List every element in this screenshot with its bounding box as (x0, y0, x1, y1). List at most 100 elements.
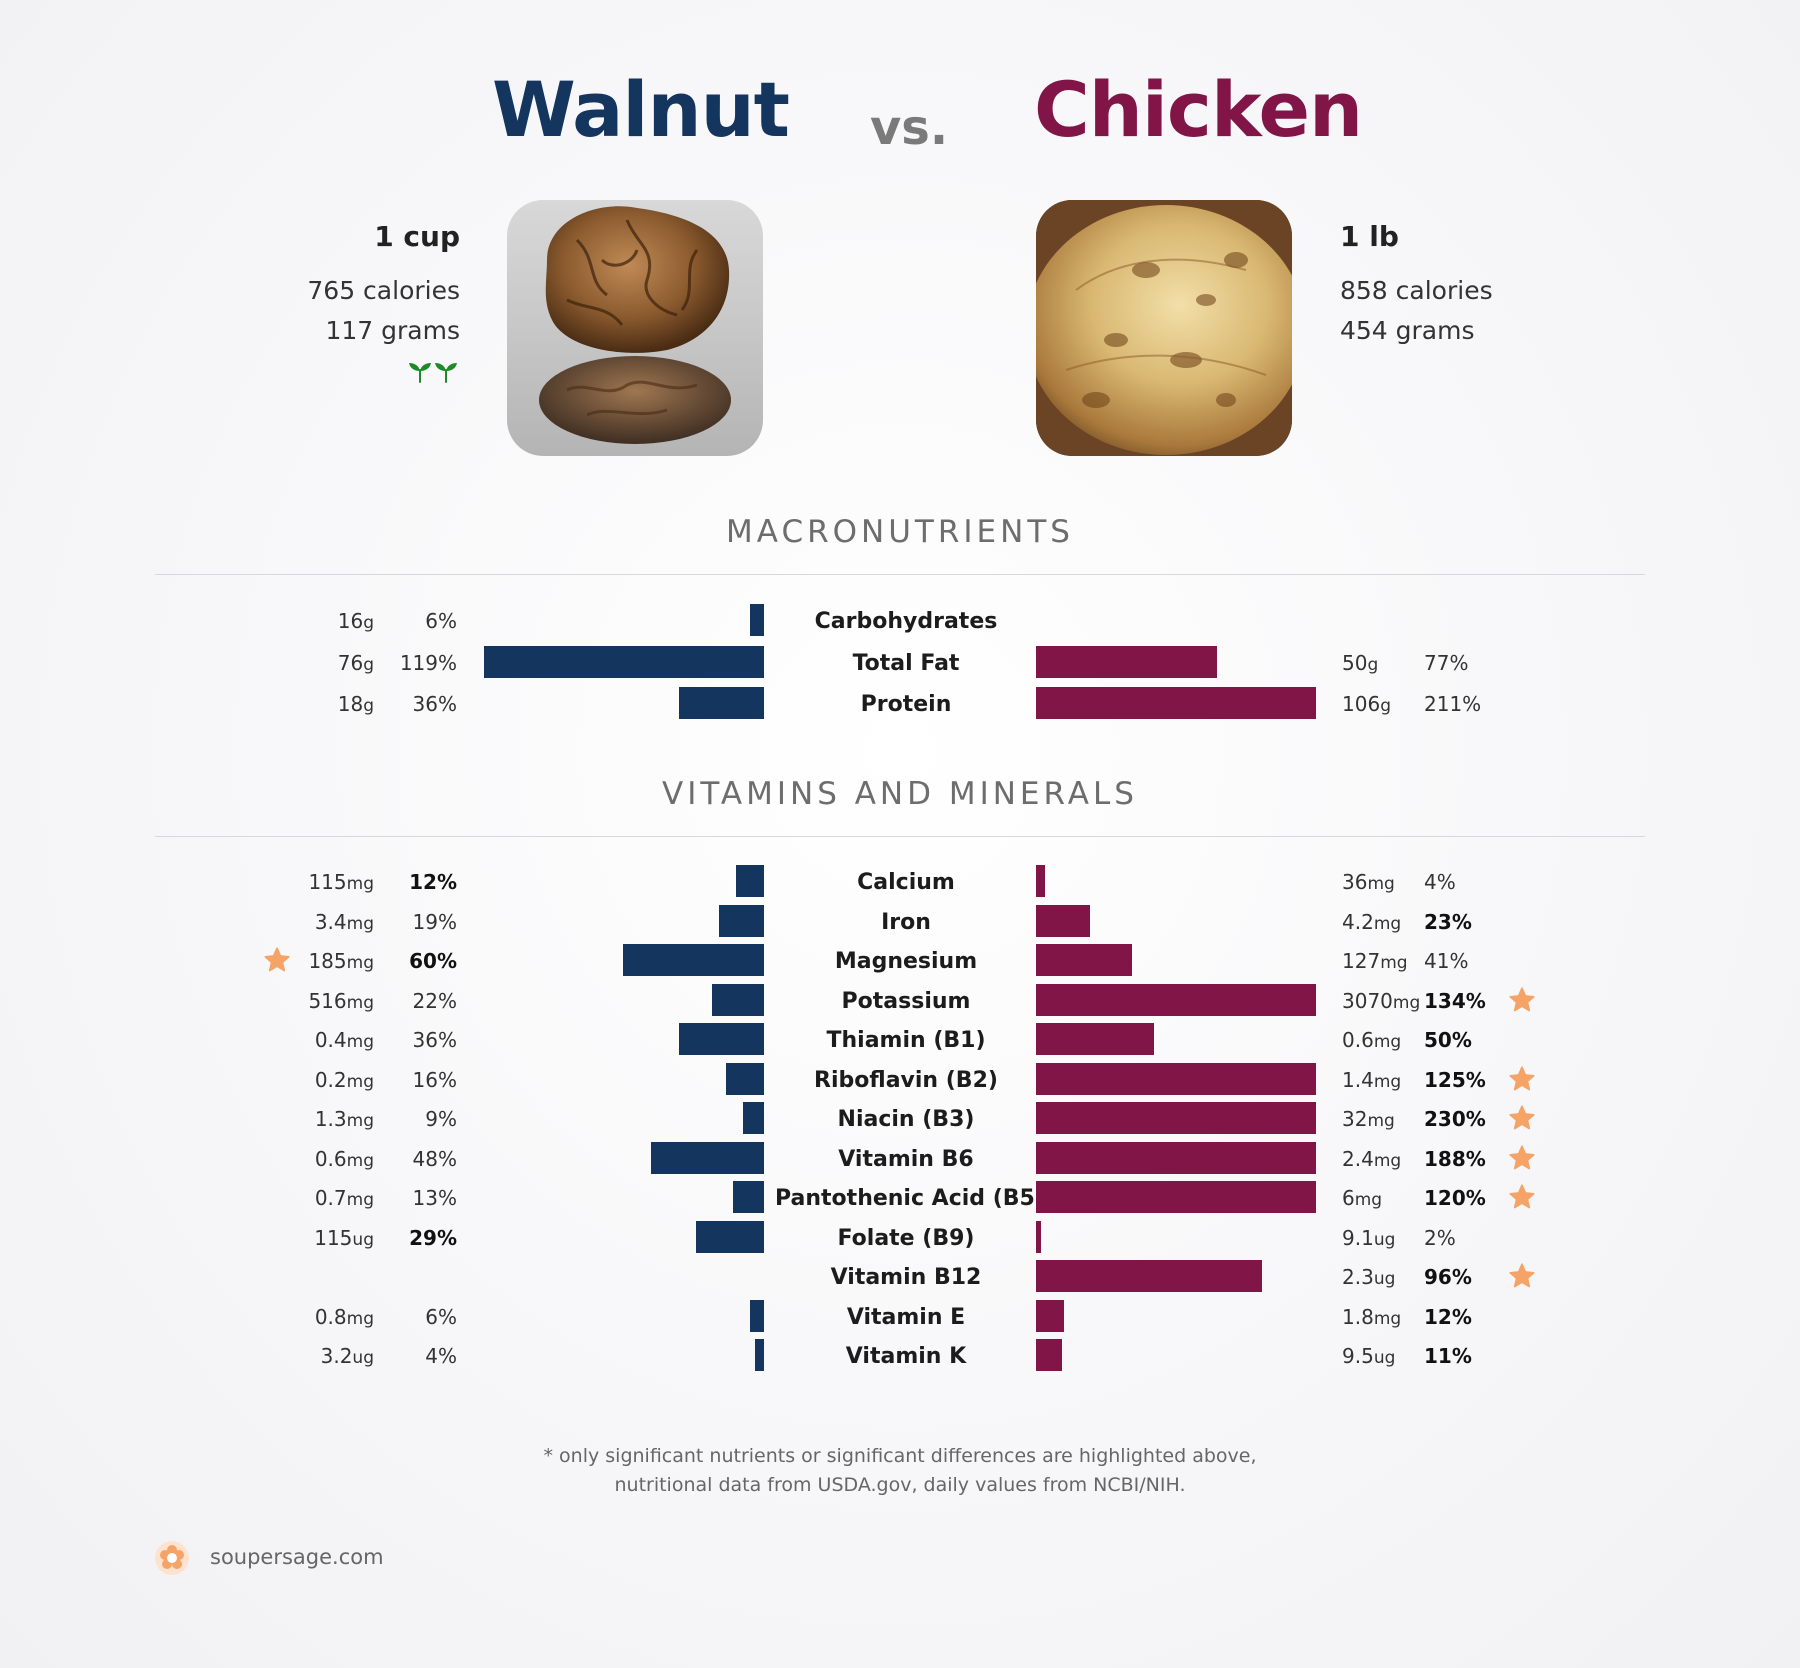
roast-chicken-photo (1036, 200, 1292, 456)
nutrient-row: 516mg 22% Potassium 3070mg 134% (0, 980, 1800, 1020)
right-amount: 50g (1342, 650, 1379, 675)
left-amount: 115ug (314, 1225, 374, 1250)
nutrient-row: 0.6mg 48% Vitamin B6 2.4mg 188% (0, 1138, 1800, 1178)
right-amount: 3070mg (1342, 988, 1421, 1013)
left-daily-value: 12% (409, 870, 457, 894)
vegan-sprouts-icon (408, 360, 460, 384)
left-amount: 115mg (308, 870, 374, 894)
nutrient-row: 0.4mg 36% Thiamin (B1) 0.6mg 50% (0, 1019, 1800, 1059)
nutrient-row: 3.2ug 4% Vitamin K 9.5ug 11% (0, 1335, 1800, 1375)
left-daily-value: 60% (409, 949, 457, 973)
nutrient-row: 1.3mg 9% Niacin (B3) 32mg 230% (0, 1098, 1800, 1138)
nutrient-label: Calcium (857, 870, 955, 895)
right-bar (1036, 944, 1133, 976)
right-amount: 36mg (1342, 870, 1395, 894)
right-bar (1036, 1299, 1065, 1332)
right-daily-value: 96% (1424, 1265, 1472, 1289)
right-daily-value: 23% (1424, 909, 1472, 934)
nutrient-row: 0.8mg 6% Vitamin E 1.8mg 12% (0, 1296, 1800, 1336)
right-daily-value: 50% (1424, 1028, 1472, 1052)
left-daily-value: 36% (412, 692, 457, 716)
left-food-title: Walnut (492, 65, 790, 154)
right-amount: 6mg (1342, 1186, 1383, 1210)
right-daily-value: 230% (1424, 1107, 1486, 1131)
left-bar (754, 1339, 764, 1371)
walnut-photo (507, 200, 763, 456)
nutrient-row: 3.4mg 19% Iron 4.2mg 23% (0, 901, 1800, 941)
macronutrients-heading: MACRONUTRIENTS (726, 514, 1074, 550)
left-bar (749, 1299, 764, 1332)
left-bar (484, 645, 764, 678)
footnote-line-1: * only significant nutrients or signific… (543, 1445, 1257, 1467)
left-daily-value: 4% (425, 1344, 457, 1368)
right-amount: 2.3ug (1342, 1265, 1396, 1289)
vitamins-divider (155, 836, 1645, 837)
right-bar (1036, 1141, 1316, 1174)
left-bar (712, 983, 764, 1016)
right-amount: 0.6mg (1342, 1028, 1402, 1052)
left-amount: 1.3mg (314, 1107, 374, 1131)
nutrient-label: Vitamin B12 (830, 1265, 982, 1290)
right-daily-value: 77% (1424, 650, 1469, 675)
left-daily-value: 119% (399, 650, 457, 675)
right-highlight-star-icon (1508, 1144, 1536, 1172)
left-bar (695, 1220, 764, 1253)
right-grams: 454 grams (1340, 316, 1475, 345)
left-bar (679, 687, 764, 719)
nutrient-row: 18g 36% Protein 106g 211% (0, 683, 1800, 723)
nutrient-row: Vitamin B12 2.3ug 96% (0, 1256, 1800, 1296)
left-amount: 76g (337, 650, 374, 675)
left-amount: 3.4mg (314, 909, 374, 934)
brand-link[interactable]: soupersage.com (210, 1545, 384, 1569)
left-bar (735, 865, 764, 897)
right-daily-value: 4% (1424, 870, 1456, 894)
right-highlight-star-icon (1508, 1183, 1536, 1211)
left-amount: 16g (337, 609, 374, 633)
left-amount: 516mg (308, 988, 374, 1013)
left-calories: 765 calories (307, 276, 460, 305)
left-bar (622, 944, 764, 976)
right-food-title: Chicken (1034, 65, 1363, 154)
nutrient-label: Pantothenic Acid (B5) (775, 1186, 1045, 1211)
right-amount: 2.4mg (1342, 1146, 1402, 1171)
right-amount: 9.5ug (1342, 1344, 1396, 1368)
nutrient-row: 0.2mg 16% Riboflavin (B2) 1.4mg 125% (0, 1059, 1800, 1099)
right-bar (1036, 1339, 1062, 1371)
right-amount: 32mg (1342, 1107, 1395, 1131)
right-bar (1036, 645, 1218, 678)
left-bar (651, 1141, 764, 1174)
nutrient-label: Carbohydrates (814, 609, 998, 634)
right-highlight-star-icon (1508, 1104, 1536, 1132)
right-daily-value: 134% (1424, 988, 1486, 1013)
left-amount: 0.6mg (314, 1146, 374, 1171)
left-daily-value: 36% (412, 1028, 457, 1052)
right-bar (1036, 983, 1316, 1016)
right-daily-value: 125% (1424, 1067, 1486, 1092)
left-serving: 1 cup (374, 220, 460, 253)
nutrient-label: Vitamin K (845, 1344, 967, 1369)
left-highlight-star-icon (263, 946, 291, 974)
right-daily-value: 188% (1424, 1146, 1486, 1171)
right-daily-value: 11% (1424, 1344, 1472, 1368)
right-serving: 1 lb (1340, 220, 1399, 253)
right-daily-value: 2% (1424, 1225, 1456, 1250)
left-daily-value: 6% (425, 1304, 457, 1329)
right-daily-value: 120% (1424, 1186, 1486, 1210)
right-bar (1036, 687, 1316, 719)
nutrient-label: Thiamin (B1) (826, 1028, 986, 1053)
nutrient-label: Riboflavin (B2) (814, 1067, 998, 1093)
right-bar (1036, 1260, 1262, 1292)
right-amount: 4.2mg (1342, 909, 1402, 934)
left-amount: 0.7mg (314, 1186, 374, 1210)
nutrient-label: Niacin (B3) (837, 1107, 975, 1132)
right-daily-value: 211% (1424, 692, 1482, 716)
left-bar (719, 904, 764, 937)
right-amount: 127mg (1342, 949, 1408, 973)
right-bar (1036, 1181, 1316, 1213)
right-amount: 106g (1342, 692, 1391, 716)
nutrient-row: 76g 119% Total Fat 50g 77% (0, 642, 1800, 682)
left-bar (733, 1181, 764, 1213)
nutrient-row: 115ug 29% Folate (B9) 9.1ug 2% (0, 1217, 1800, 1257)
right-bar (1036, 1102, 1316, 1134)
right-bar (1036, 1220, 1041, 1253)
